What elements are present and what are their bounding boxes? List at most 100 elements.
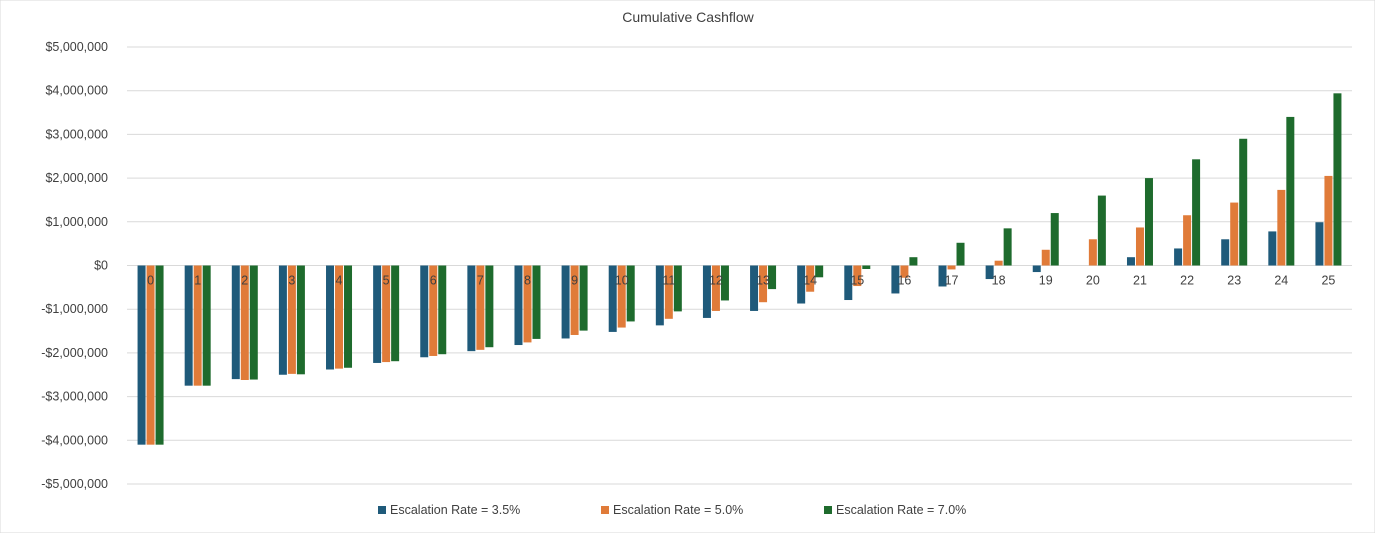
bar-escalation-rate-5-0--10 (617, 265, 626, 328)
bar-escalation-rate-7-0--2 (249, 265, 258, 380)
y-tick-label: $1,000,000 (45, 215, 108, 229)
bar-escalation-rate-5-0--19 (1041, 249, 1050, 266)
bar-escalation-rate-3-5--8 (514, 265, 523, 346)
x-tick-label: 2 (241, 274, 248, 288)
y-tick-label: $0 (94, 259, 108, 273)
y-tick-label: -$3,000,000 (41, 390, 108, 404)
bar-escalation-rate-7-0--3 (296, 265, 305, 375)
bar-escalation-rate-7-0--21 (1144, 178, 1153, 266)
legend-label: Escalation Rate = 7.0% (836, 503, 966, 517)
bar-escalation-rate-7-0--13 (768, 265, 777, 290)
x-tick-label: 15 (850, 274, 864, 288)
legend-swatch (378, 506, 386, 514)
legend: Escalation Rate = 3.5% Escalation Rate = … (378, 503, 966, 517)
bar-escalation-rate-3-5--18 (985, 265, 994, 280)
bar-escalation-rate-5-0--11 (664, 265, 673, 319)
bar-escalation-rate-5-0--22 (1183, 215, 1192, 266)
bar-escalation-rate-7-0--5 (391, 265, 400, 362)
x-tick-label: 21 (1133, 274, 1147, 288)
y-tick-label: $4,000,000 (45, 84, 108, 98)
bar-escalation-rate-3-5--9 (561, 265, 570, 339)
bar-escalation-rate-5-0--9 (570, 265, 579, 335)
x-tick-label: 13 (756, 274, 770, 288)
bar-escalation-rate-7-0--7 (485, 265, 494, 348)
bar-escalation-rate-7-0--12 (720, 265, 729, 301)
bar-escalation-rate-3-5--25 (1315, 222, 1324, 266)
bar-escalation-rate-3-5--19 (1032, 265, 1041, 273)
x-tick-label: 24 (1274, 274, 1288, 288)
x-tick-label: 23 (1227, 274, 1241, 288)
x-tick-label: 14 (803, 274, 817, 288)
bar-escalation-rate-5-0--16 (900, 265, 909, 278)
x-tick-label: 11 (662, 274, 675, 288)
bar-escalation-rate-7-0--25 (1333, 93, 1342, 266)
bar-escalation-rate-3-5--22 (1174, 248, 1183, 266)
legend-label: Escalation Rate = 3.5% (390, 503, 520, 517)
bar-escalation-rate-3-5--6 (420, 265, 429, 358)
x-tick-label: 1 (194, 274, 201, 288)
bar-escalation-rate-5-0--4 (335, 265, 344, 369)
x-tick-label: 6 (430, 274, 437, 288)
x-tick-label: 12 (709, 274, 723, 288)
bar-escalation-rate-3-5--12 (702, 265, 711, 318)
bar-escalation-rate-7-0--18 (1003, 228, 1012, 266)
bar-escalation-rate-5-0--21 (1135, 227, 1144, 266)
bar-escalation-rate-3-5--11 (655, 265, 664, 326)
x-tick-label: 20 (1086, 274, 1100, 288)
bars (137, 93, 1342, 445)
bar-escalation-rate-7-0--22 (1192, 159, 1201, 266)
bar-escalation-rate-5-0--14 (806, 265, 815, 292)
bar-escalation-rate-7-0--10 (626, 265, 635, 322)
bar-escalation-rate-5-0--0 (146, 265, 155, 445)
legend-swatch (601, 506, 609, 514)
bar-escalation-rate-5-0--24 (1277, 189, 1286, 266)
chart-title: Cumulative Cashflow (622, 9, 754, 25)
y-tick-label: $5,000,000 (45, 40, 108, 54)
bar-escalation-rate-3-5--24 (1268, 231, 1277, 266)
x-tick-label: 3 (288, 274, 295, 288)
x-tick-label: 18 (992, 274, 1006, 288)
bar-escalation-rate-7-0--4 (344, 265, 353, 368)
bar-escalation-rate-3-5--7 (467, 265, 476, 352)
bar-escalation-rate-7-0--14 (815, 265, 824, 278)
x-tick-label: 22 (1180, 274, 1194, 288)
bar-escalation-rate-3-5--15 (844, 265, 853, 301)
x-tick-label: 8 (524, 274, 531, 288)
bar-escalation-rate-7-0--19 (1050, 213, 1059, 266)
bar-escalation-rate-7-0--9 (579, 265, 588, 331)
bar-escalation-rate-5-0--20 (1088, 239, 1097, 266)
bar-escalation-rate-7-0--8 (532, 265, 541, 339)
bar-escalation-rate-5-0--23 (1230, 202, 1239, 266)
bar-escalation-rate-7-0--11 (673, 265, 682, 312)
bar-escalation-rate-7-0--20 (1097, 195, 1106, 266)
x-axis-tick-labels: 0 1 2 3 4 5 6 7 8 9 10 11 12 13 14 15 16 17 18 19 20 21 22 23 24… (147, 274, 1335, 288)
x-tick-label: 0 (147, 274, 154, 288)
bar-escalation-rate-5-0--15 (853, 265, 862, 287)
bar-escalation-rate-5-0--2 (240, 265, 249, 380)
bar-escalation-rate-5-0--7 (476, 265, 485, 350)
bar-escalation-rate-3-5--1 (184, 265, 193, 386)
bar-escalation-rate-7-0--16 (909, 257, 918, 266)
bar-escalation-rate-5-0--5 (382, 265, 391, 363)
bar-escalation-rate-3-5--0 (137, 265, 146, 445)
bar-escalation-rate-7-0--6 (438, 265, 447, 355)
bar-escalation-rate-7-0--0 (155, 265, 164, 445)
x-tick-label: 4 (336, 274, 343, 288)
bar-escalation-rate-3-5--10 (608, 265, 617, 332)
y-tick-label: -$2,000,000 (41, 346, 108, 360)
bar-escalation-rate-5-0--25 (1324, 175, 1333, 266)
x-tick-label: 25 (1321, 274, 1335, 288)
bar-escalation-rate-5-0--1 (193, 265, 202, 386)
y-axis-tick-labels: $5,000,000 $4,000,000 $3,000,000 $2,000,000… (41, 40, 108, 491)
bar-escalation-rate-3-5--2 (231, 265, 240, 380)
bar-escalation-rate-7-0--1 (202, 265, 211, 386)
bar-escalation-rate-5-0--13 (759, 265, 768, 303)
bar-escalation-rate-7-0--23 (1239, 138, 1248, 266)
y-tick-label: $3,000,000 (45, 127, 108, 141)
bar-escalation-rate-3-5--17 (938, 265, 947, 287)
bar-escalation-rate-3-5--16 (891, 265, 900, 294)
bar-escalation-rate-7-0--15 (862, 265, 871, 269)
